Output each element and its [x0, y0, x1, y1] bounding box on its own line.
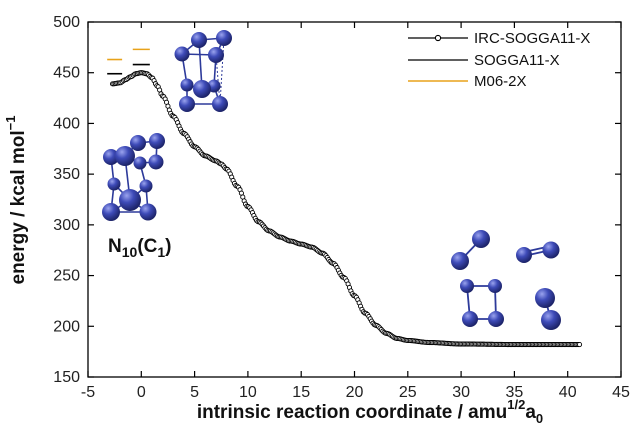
y-tick-label: 150 — [53, 369, 80, 386]
axis-tick-labels: -5 0 5 10 15 20 25 30 35 40 45 150 200 250 300 350 400 45… — [53, 14, 630, 401]
x-tick-label: 5 — [190, 384, 199, 401]
x-tick-label: 45 — [612, 384, 630, 401]
x-tick-label: 35 — [506, 384, 524, 401]
y-tick-label: 300 — [53, 217, 80, 234]
molecule-transition-state-icon — [174, 30, 232, 112]
legend-label-irc: IRC-SOGGA11-X — [474, 30, 590, 47]
x-tick-label: 30 — [452, 384, 470, 401]
irc-point — [576, 341, 583, 348]
reference-level-marks — [107, 48, 150, 75]
y-tick-label: 350 — [53, 166, 80, 183]
x-axis-title: intrinsic reaction coordinate / amu1/2a0 — [197, 397, 543, 426]
y-axis-title: energy / kcal mol−1 — [3, 115, 29, 284]
legend: IRC-SOGGA11-X SOGGA11-X M06-2X — [408, 30, 590, 90]
plot-frame — [87, 21, 622, 378]
x-tick-label: 25 — [399, 384, 417, 401]
y-tick-label: 200 — [53, 318, 80, 335]
x-tick-label: -5 — [81, 384, 95, 401]
x-tick-label: 40 — [559, 384, 577, 401]
molecule-n10-reactant-icon — [102, 133, 165, 221]
y-tick-label: 500 — [53, 14, 80, 31]
y-tick-label: 450 — [53, 65, 80, 82]
structure-label-n10: N10(C1) — [108, 236, 172, 260]
x-tick-label: 20 — [346, 384, 364, 401]
x-tick-label: 0 — [137, 384, 146, 401]
molecule-products-icon — [451, 230, 561, 330]
x-tick-label: 10 — [239, 384, 257, 401]
legend-label-m06: M06-2X — [474, 73, 527, 90]
legend-label-sogga: SOGGA11-X — [474, 52, 560, 69]
y-tick-label: 400 — [53, 115, 80, 132]
axis-ticks — [87, 21, 622, 378]
irc-series — [109, 70, 583, 348]
legend-marker-irc — [434, 34, 442, 42]
x-tick-label: 15 — [292, 384, 310, 401]
y-tick-label: 250 — [53, 268, 80, 285]
